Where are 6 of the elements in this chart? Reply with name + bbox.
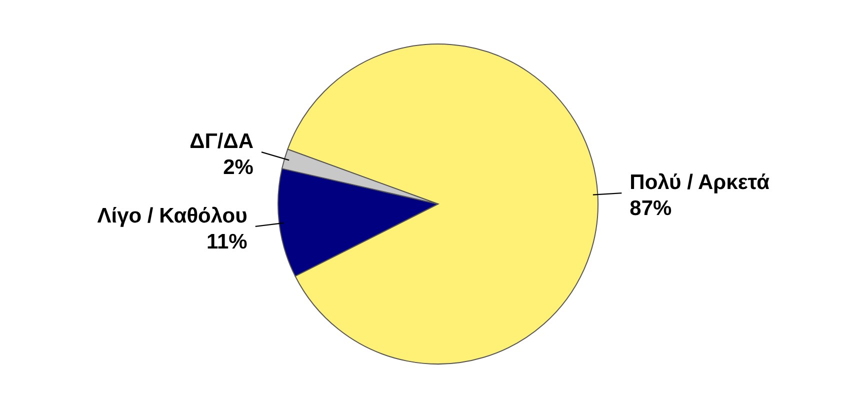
data-label: 87% — [630, 197, 672, 220]
slice-label: Λίγο / Καθόλου — [97, 204, 248, 228]
data-label: 11% — [206, 230, 248, 254]
data-label: 2% — [223, 156, 254, 180]
slice-label: ΔΓ/ΔΑ — [190, 130, 254, 154]
slice-label: Πολύ / Αρκετά — [630, 171, 770, 194]
